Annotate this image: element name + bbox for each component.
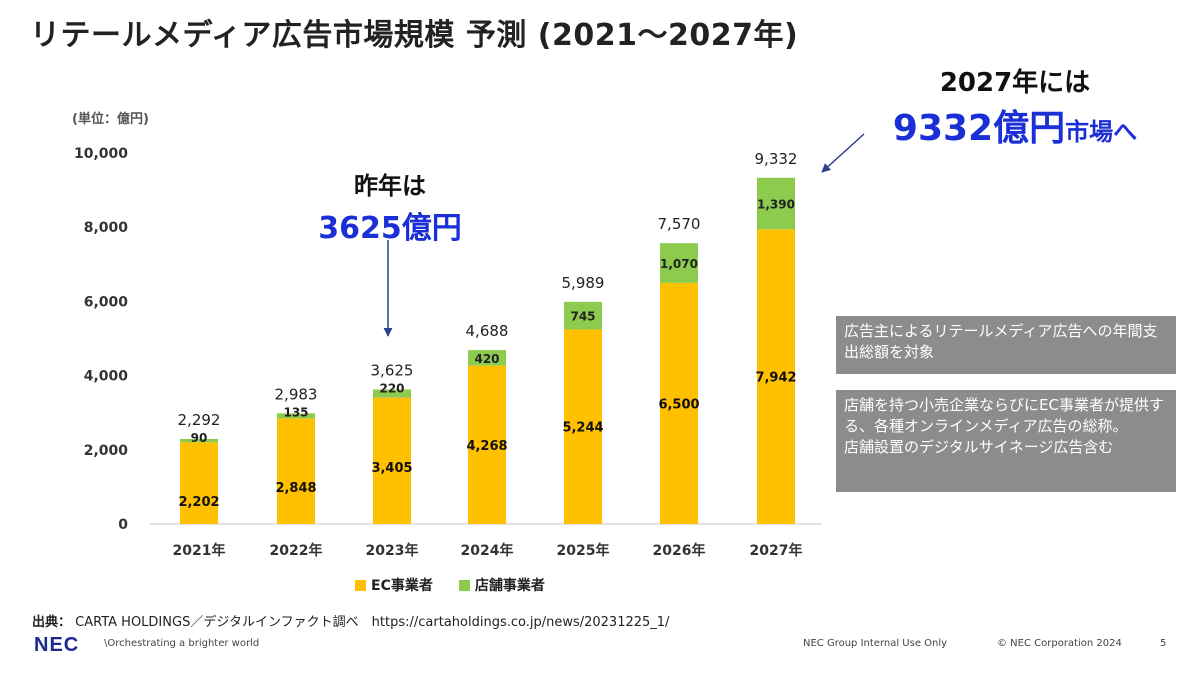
footer-tagline: \Orchestrating a brighter world [104, 638, 260, 649]
footer-copyright: © NEC Corporation 2024 [997, 638, 1122, 649]
x-tick-label: 2025年 [557, 542, 610, 559]
callout-2027-line1: 2027年には [939, 68, 1091, 98]
source-text: CARTA HOLDINGS／デジタルインファクト調べ https://cart… [75, 615, 670, 630]
callout-2027: 2027年には 9332億円市場へ [870, 62, 1160, 151]
y-tick-label: 6,000 [84, 294, 129, 310]
data-label-ec: 2,202 [178, 495, 219, 510]
note-box-scope: 店舗を持つ小売企業ならびにEC事業者が提供する、各種オンラインメディア広告の総称… [836, 390, 1176, 492]
callout-2027-amount: 9332億円 [892, 108, 1066, 149]
legend-swatch-ec [355, 579, 366, 591]
callout-last-year-value: 3625億円 [318, 211, 462, 246]
data-label-store: 745 [570, 310, 595, 324]
data-label-ec: 5,244 [562, 421, 603, 436]
legend-item-ec: EC事業者 [355, 575, 433, 595]
callout-last-year: 昨年は 3625億円 [310, 166, 470, 247]
data-label-total: 5,989 [562, 274, 605, 292]
bar-ec-2024年 [468, 365, 506, 524]
source-citation: 出典： CARTA HOLDINGS／デジタルインファクト調べ https://… [32, 611, 669, 630]
x-tick-label: 2023年 [366, 542, 419, 559]
bar-ec-2026年 [660, 282, 698, 524]
bar-store-2021年 [180, 438, 218, 443]
x-tick-label: 2024年 [461, 542, 514, 559]
data-label-store: 90 [191, 431, 208, 445]
callout-2027-suffix: 市場へ [1065, 118, 1138, 146]
data-label-store: 1,070 [660, 257, 698, 271]
callout-last-year-line1: 昨年は [354, 172, 426, 200]
data-label-ec: 7,942 [755, 371, 796, 386]
x-tick-label: 2022年 [270, 542, 323, 559]
y-tick-label: 8,000 [84, 220, 129, 236]
data-label-store: 135 [283, 405, 308, 419]
y-tick-label: 0 [118, 517, 128, 533]
footer-page-number: 5 [1160, 638, 1167, 649]
unit-label: (単位：億円) [72, 112, 149, 127]
bar-store-2024年 [468, 350, 506, 366]
data-label-total: 7,570 [658, 215, 701, 233]
data-label-total: 2,292 [178, 411, 221, 429]
x-tick-label: 2021年 [173, 542, 226, 559]
data-label-ec: 6,500 [658, 397, 699, 412]
data-label-ec: 3,405 [371, 461, 412, 476]
legend-label-store: 店舗事業者 [474, 578, 545, 594]
arrow-2027 [821, 133, 865, 173]
bar-store-2026年 [660, 243, 698, 283]
legend-swatch-store [458, 579, 470, 591]
source-label: 出典： [32, 615, 72, 630]
y-tick-label: 2,000 [84, 443, 129, 459]
x-tick-label: 2026年 [653, 542, 706, 559]
nec-logo: NEC [34, 634, 80, 656]
chart-legend: EC事業者 店舗事業者 [355, 575, 545, 595]
footer-internal-use: NEC Group Internal Use Only [803, 638, 948, 649]
bar-ec-2022年 [277, 418, 315, 524]
data-label-ec: 2,848 [275, 481, 316, 496]
bar-store-2025年 [564, 301, 602, 330]
data-label-total: 9,332 [755, 150, 798, 168]
data-label-store: 420 [474, 352, 499, 366]
page-title: リテールメディア広告市場規模 予測 (2021～2027年) [30, 18, 799, 53]
note-box-definition: 広告主によるリテールメディア広告への年間支出総額を対象 [836, 316, 1176, 374]
bar-ec-2021年 [180, 442, 218, 524]
x-tick-label: 2027年 [750, 542, 803, 559]
data-label-store: 220 [379, 382, 404, 396]
bar-store-2022年 [277, 413, 315, 419]
legend-label-ec: EC事業者 [371, 578, 433, 594]
callout-2027-value: 9332億円市場へ [870, 99, 1160, 151]
data-label-store: 1,390 [757, 198, 795, 212]
legend-item-store: 店舗事業者 [458, 575, 545, 595]
data-label-total: 4,688 [466, 322, 509, 340]
bar-store-2023年 [373, 389, 411, 398]
data-label-total: 2,983 [275, 385, 318, 403]
data-label-total: 3,625 [371, 362, 414, 380]
bar-store-2027年 [757, 177, 795, 230]
data-label-ec: 4,268 [466, 439, 507, 454]
bar-ec-2027年 [757, 229, 795, 524]
y-tick-label: 4,000 [84, 369, 129, 385]
y-tick-label: 10,000 [74, 146, 128, 162]
bar-ec-2023年 [373, 397, 411, 524]
bar-ec-2025年 [564, 329, 602, 524]
